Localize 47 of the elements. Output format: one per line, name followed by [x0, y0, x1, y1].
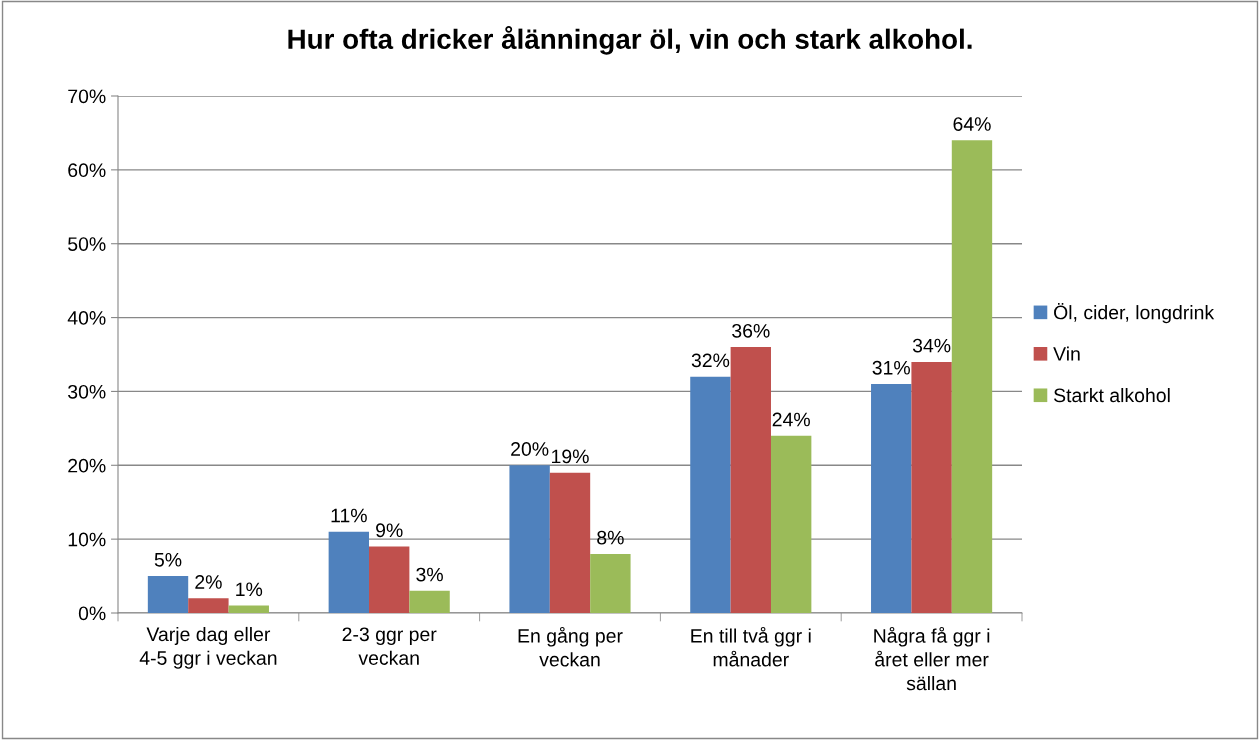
x-tick-label: En gång per veckan: [518, 626, 623, 667]
data-label: 34%: [912, 338, 951, 353]
bar: [328, 531, 370, 613]
data-label: 20%: [511, 442, 549, 456]
bar: [509, 465, 550, 613]
legend-label: Öl, cider, longdrink: [1054, 302, 1215, 324]
data-label: 3%: [416, 567, 443, 582]
bar: [369, 546, 410, 613]
bar: [770, 435, 812, 613]
data-label: 64%: [953, 117, 991, 131]
y-tick-label: 70%: [68, 89, 106, 104]
bar: [188, 598, 229, 613]
y-tick-label: 60%: [68, 163, 106, 178]
data-label: 9%: [376, 523, 403, 538]
y-tick-label: 0%: [78, 606, 106, 621]
y-tick-label: 50%: [68, 237, 106, 251]
y-tick-label: 10%: [68, 532, 106, 547]
data-label: 8%: [597, 530, 624, 545]
x-tick-label: 2-3 ggr per veckan: [342, 627, 437, 665]
bar: [951, 140, 993, 613]
data-label: 5%: [154, 552, 182, 567]
bar: [590, 553, 631, 613]
bar: [549, 472, 591, 613]
x-tick-label: Varje dag eller 4-5 ggr i veckan: [139, 626, 277, 669]
y-tick-label: 20%: [68, 458, 106, 473]
bar: [690, 376, 731, 613]
data-label: 24%: [772, 412, 810, 427]
data-label: 11%: [331, 508, 367, 523]
legend-label: Vin: [1053, 346, 1080, 361]
bar: [730, 347, 771, 613]
bar: [228, 605, 269, 613]
y-tick-label: 40%: [67, 311, 106, 325]
legend-label: Starkt alkohol: [1054, 387, 1170, 403]
bar: [871, 384, 912, 613]
bar: [409, 590, 450, 613]
data-label: 2%: [195, 575, 222, 589]
y-tick-label: 30%: [68, 384, 106, 399]
data-label: 1%: [236, 582, 263, 597]
data-label: 36%: [732, 323, 770, 338]
chart-title: Hur ofta dricker ålänningar öl, vin och stark alkohol.: [288, 25, 972, 55]
x-tick-label: En till två ggr i månader: [691, 626, 811, 667]
data-label: 32%: [691, 353, 730, 368]
bar: [147, 576, 189, 613]
bar: [911, 361, 952, 613]
data-label: 31%: [872, 360, 910, 375]
x-tick-label: Några få ggr i året eller mer sällan: [874, 626, 990, 691]
data-label: 19%: [552, 449, 589, 464]
